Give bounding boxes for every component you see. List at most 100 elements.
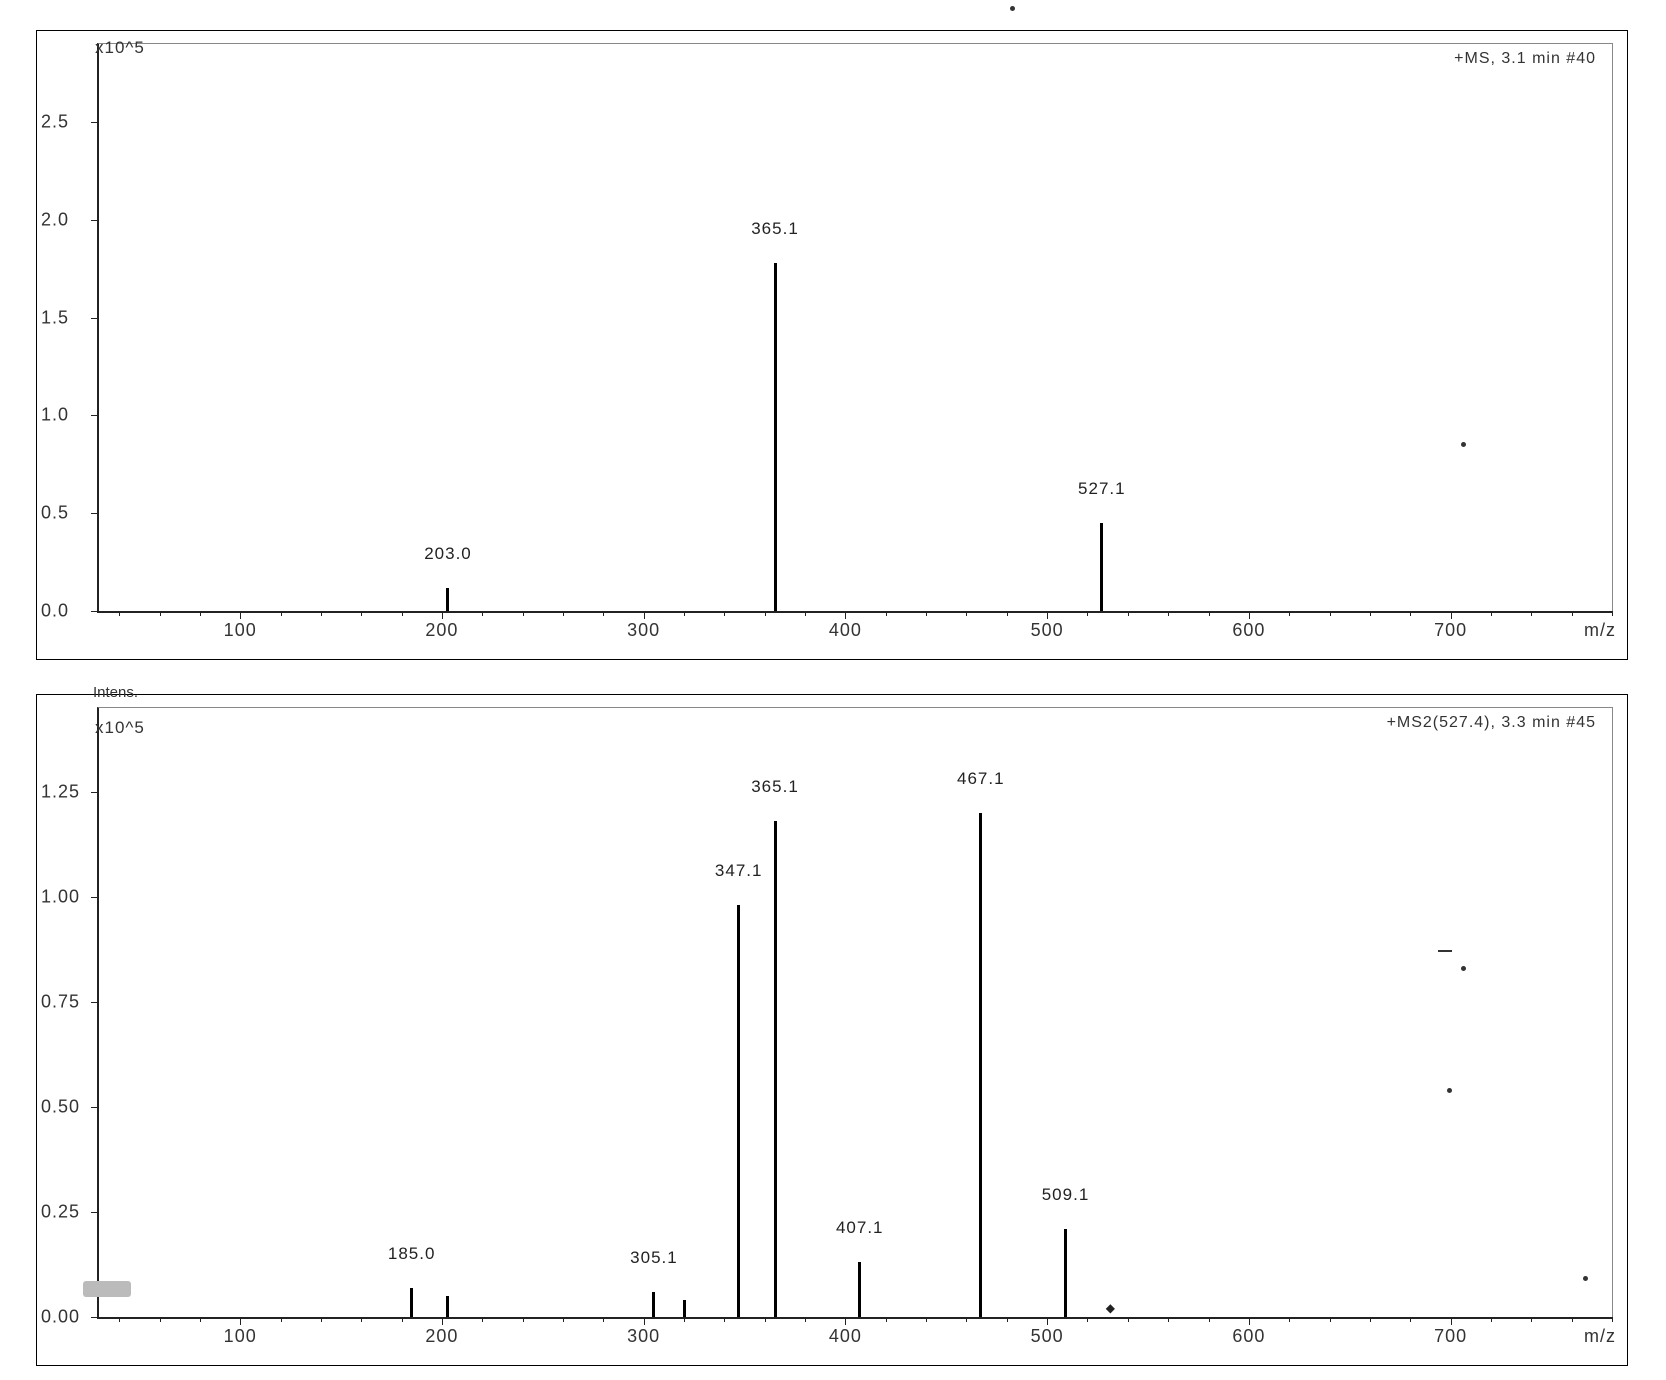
x-tick (966, 611, 967, 616)
x-tick (442, 611, 443, 619)
y-tick-label: 1.00 (41, 887, 80, 908)
x-tick (1451, 611, 1452, 619)
y-tick (91, 1107, 99, 1108)
x-tick-label: 600 (1232, 1326, 1265, 1347)
x-tick (563, 1317, 564, 1322)
x-tick (1289, 1317, 1290, 1322)
x-tick (1572, 611, 1573, 616)
plot-area-bottom: Intens. x10^5 +MS2(527.4), 3.3 min #45 m… (97, 707, 1613, 1319)
y-multiplier-label: x10^5 (95, 718, 145, 738)
x-tick (321, 611, 322, 616)
x-tick (160, 611, 161, 616)
x-tick (1572, 1317, 1573, 1322)
x-tick (1330, 1317, 1331, 1322)
y-multiplier-label: x10^5 (95, 38, 145, 58)
y-tick (91, 1212, 99, 1213)
spectrum-peak (858, 1262, 861, 1317)
x-tick-label: 500 (1031, 1326, 1064, 1347)
x-tick (1249, 611, 1250, 619)
x-tick (724, 1317, 725, 1322)
y-tick-label: 2.0 (41, 209, 69, 230)
x-tick (724, 611, 725, 616)
spectrum-peak (774, 821, 777, 1317)
x-tick (644, 611, 645, 619)
x-tick (966, 1317, 967, 1322)
x-tick (1128, 611, 1129, 616)
spectrum-peak (737, 905, 740, 1317)
x-tick (1007, 1317, 1008, 1322)
x-tick (1047, 1317, 1048, 1325)
y-tick (91, 1317, 99, 1318)
scan-info-label: +MS, 3.1 min #40 (1454, 50, 1596, 68)
x-tick (1047, 611, 1048, 619)
spectrum-peak (446, 588, 449, 611)
y-tick (91, 318, 99, 319)
x-tick (1209, 1317, 1210, 1322)
x-tick (1168, 611, 1169, 616)
x-tick-label: 400 (829, 1326, 862, 1347)
peak-label: 365.1 (751, 219, 799, 239)
x-tick-label: 400 (829, 620, 862, 641)
spectrum-peak (410, 1288, 413, 1317)
x-tick (1209, 611, 1210, 616)
spectrum-peak (1064, 1229, 1067, 1317)
x-tick (1612, 611, 1613, 616)
x-tick-label: 200 (425, 620, 458, 641)
peak-label: 185.0 (388, 1244, 436, 1264)
x-tick-label: 700 (1434, 1326, 1467, 1347)
x-tick (684, 1317, 685, 1322)
x-tick (1410, 611, 1411, 616)
peak-label: 203.0 (424, 544, 472, 564)
x-tick-label: 300 (627, 620, 660, 641)
x-tick (523, 1317, 524, 1322)
y-tick (91, 611, 99, 612)
x-tick (1612, 1317, 1613, 1322)
x-tick (603, 611, 604, 616)
x-tick (684, 611, 685, 616)
x-tick (523, 611, 524, 616)
x-tick (321, 1317, 322, 1322)
x-tick (119, 611, 120, 616)
x-tick (1087, 611, 1088, 616)
y-tick (91, 220, 99, 221)
y-tick (91, 897, 99, 898)
y-tick-label: 1.5 (41, 307, 69, 328)
x-tick (119, 1317, 120, 1322)
y-tick-label: 1.0 (41, 405, 69, 426)
y-tick-label: 0.25 (41, 1202, 80, 1223)
y-tick-label: 0.75 (41, 992, 80, 1013)
peak-label: 527.1 (1078, 479, 1126, 499)
y-tick-label: 0.50 (41, 1097, 80, 1118)
y-tick (91, 513, 99, 514)
x-tick (281, 611, 282, 616)
y-tick-label: 0.0 (41, 601, 69, 622)
peak-label: 347.1 (715, 861, 763, 881)
scan-info-label: +MS2(527.4), 3.3 min #45 (1387, 714, 1596, 732)
x-tick (482, 1317, 483, 1322)
artifact-dash-icon (1438, 950, 1452, 952)
x-tick (402, 611, 403, 616)
spectrum-peak (979, 813, 982, 1317)
x-tick (926, 611, 927, 616)
x-tick (1370, 1317, 1371, 1322)
spectrum-panel-bottom: Intens. x10^5 +MS2(527.4), 3.3 min #45 m… (36, 694, 1628, 1366)
y-tick-label: 0.5 (41, 503, 69, 524)
intensity-label: Intens. (93, 684, 138, 701)
x-tick (1531, 1317, 1532, 1322)
x-tick (1007, 611, 1008, 616)
x-tick-label: 100 (224, 620, 257, 641)
peak-label: 365.1 (751, 777, 799, 797)
y-tick-label: 2.5 (41, 112, 69, 133)
x-tick (765, 1317, 766, 1322)
x-tick (1491, 611, 1492, 616)
x-tick-label: 700 (1434, 620, 1467, 641)
x-tick (240, 611, 241, 619)
x-tick (361, 1317, 362, 1322)
x-tick (482, 611, 483, 616)
diamond-marker-icon: ◆ (1106, 1301, 1115, 1315)
y-tick-label: 1.25 (41, 782, 80, 803)
artifact-dot-icon (1461, 966, 1466, 971)
peak-label: 509.1 (1042, 1185, 1090, 1205)
x-tick (1451, 1317, 1452, 1325)
artifact-smudge-icon (83, 1281, 131, 1297)
